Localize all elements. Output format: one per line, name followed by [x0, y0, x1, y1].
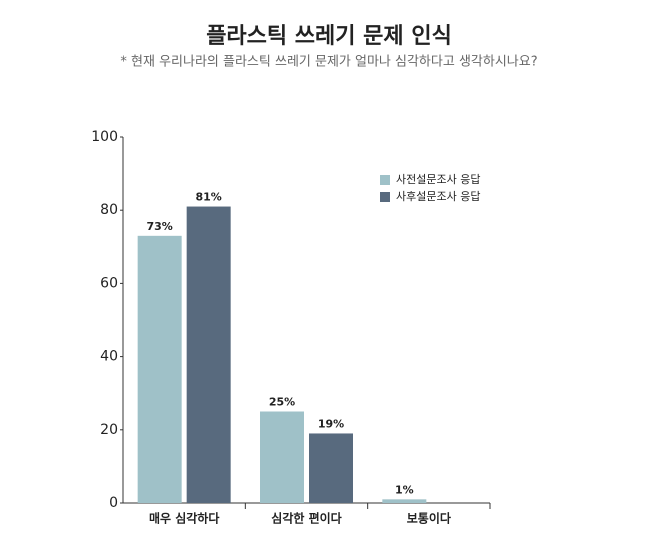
data-label: 19% — [318, 417, 344, 430]
y-tick-label: 100 — [91, 129, 118, 145]
bar — [260, 411, 304, 503]
chart-subtitle: * 현재 우리나라의 플라스틱 쓰레기 문제가 얼마나 심각하다고 생각하시나요… — [120, 55, 537, 70]
y-tick-label: 0 — [109, 495, 118, 511]
chart-title: 플라스틱 쓰레기 문제 인식 — [206, 24, 452, 49]
legend-label: 사후설문조사 응답 — [396, 190, 480, 203]
bar — [186, 206, 231, 504]
bar — [309, 433, 353, 503]
legend-swatch — [380, 175, 390, 185]
data-label: 1% — [395, 483, 414, 496]
x-tick-label: 매우 심각하다 — [149, 511, 219, 526]
y-tick-label: 60 — [100, 275, 118, 291]
y-tick-label: 20 — [100, 422, 118, 438]
y-tick-label: 80 — [100, 202, 118, 218]
x-tick-label: 보통이다 — [407, 511, 451, 526]
data-label: 81% — [195, 191, 221, 204]
x-tick-label: 심각한 편이다 — [271, 511, 341, 526]
data-label: 73% — [146, 220, 172, 233]
bar — [382, 499, 427, 503]
bar — [137, 235, 182, 503]
data-label: 25% — [269, 396, 295, 409]
y-tick-label: 40 — [100, 349, 118, 365]
legend-swatch — [380, 192, 390, 202]
legend-label: 사전설문조사 응답 — [396, 173, 480, 186]
